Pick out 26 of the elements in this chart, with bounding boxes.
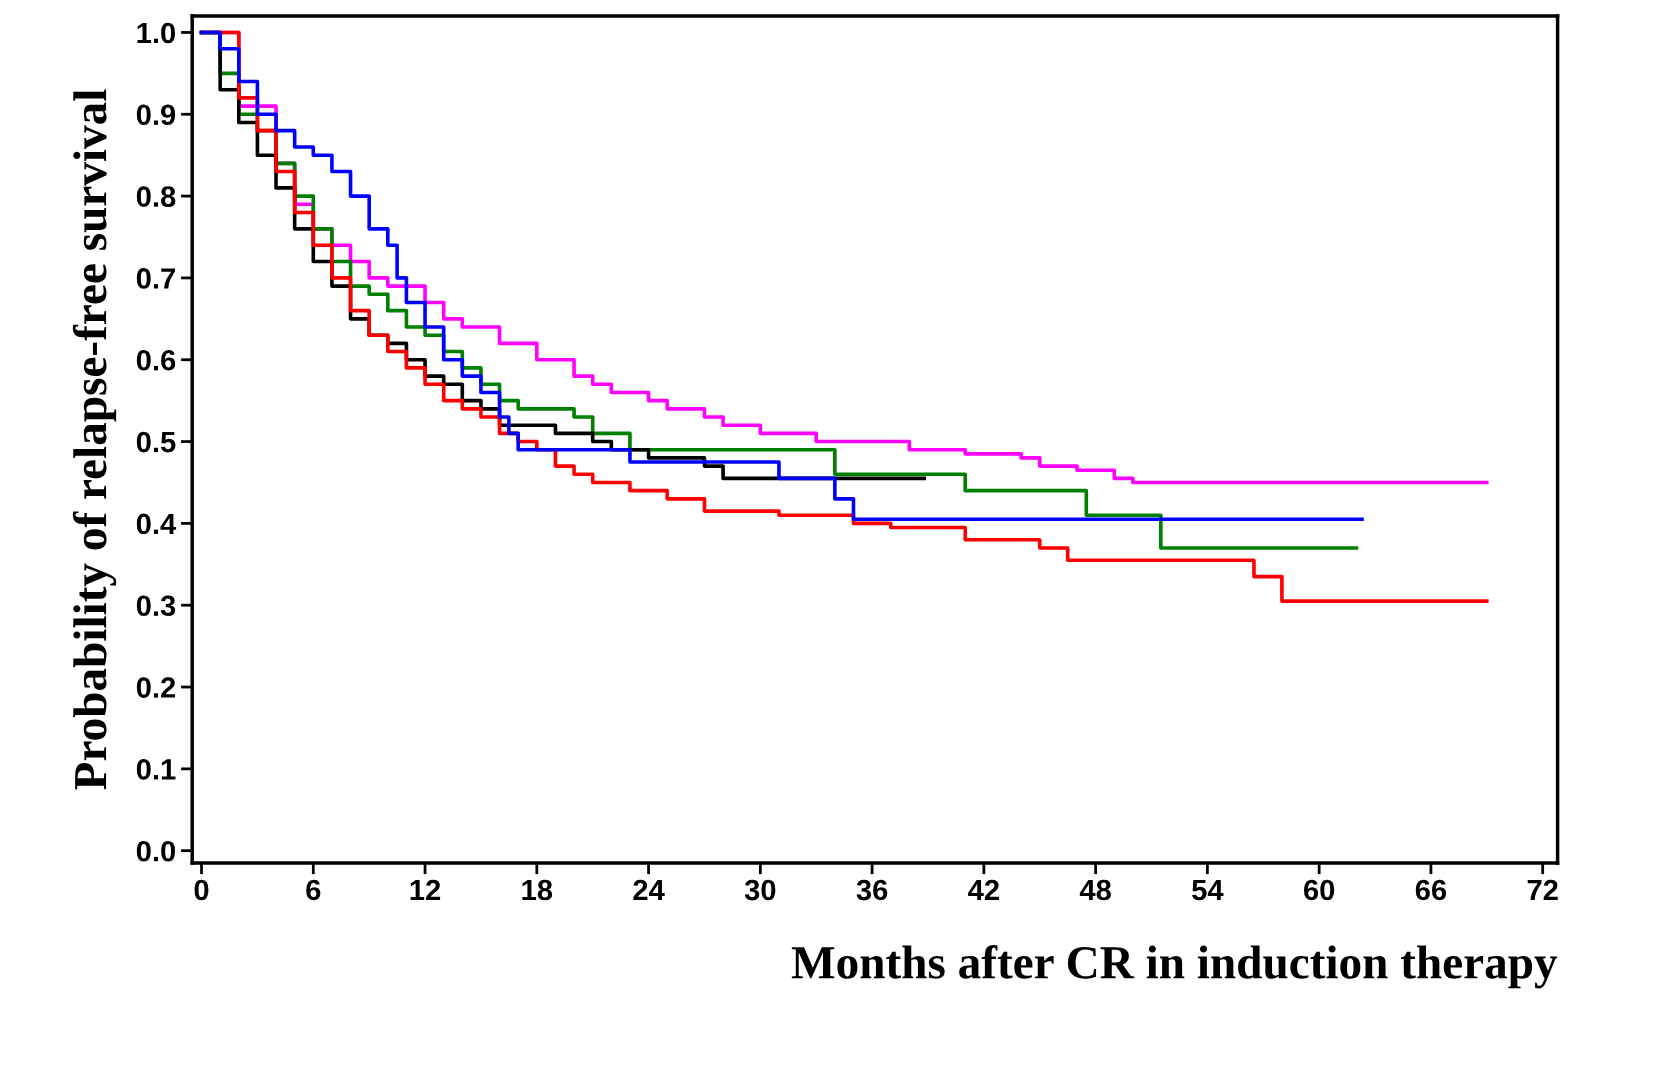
y-tick-label: 0.2 <box>136 677 176 698</box>
x-axis-title: Months after CR in induction therapy <box>791 945 1558 989</box>
y-tick-label: 0.6 <box>136 349 176 371</box>
x-tick-label: 30 <box>744 879 776 901</box>
x-tick-label: 24 <box>633 879 665 901</box>
x-tick-label: 6 <box>306 879 321 901</box>
x-tick-label: 60 <box>1304 879 1335 901</box>
y-tick-label: 0.8 <box>136 186 176 207</box>
y-tick-label: 0.5 <box>136 431 176 453</box>
x-tick-label: 36 <box>856 879 888 901</box>
y-tick-label: 0.4 <box>136 513 177 535</box>
x-tick-label: 54 <box>1192 880 1224 901</box>
x-tick-label: 42 <box>968 879 999 901</box>
y-tick-label: 0.0 <box>136 840 176 862</box>
x-tick-label: 12 <box>410 879 441 901</box>
y-axis-title: Probability of relapse-free survival <box>72 89 117 790</box>
y-tick-label: 0.3 <box>136 595 176 617</box>
x-tick-label: 0 <box>194 879 209 901</box>
x-tick-label: 48 <box>1079 879 1111 901</box>
y-tick-label: 1.0 <box>137 22 176 44</box>
y-tick-label: 0.9 <box>136 104 176 126</box>
y-tick-label: 0.7 <box>136 268 175 289</box>
x-tick-label: 72 <box>1527 879 1558 901</box>
y-tick-label: 0.1 <box>136 759 176 780</box>
x-tick-label: 18 <box>522 879 553 901</box>
x-tick-label: 66 <box>1415 879 1447 901</box>
